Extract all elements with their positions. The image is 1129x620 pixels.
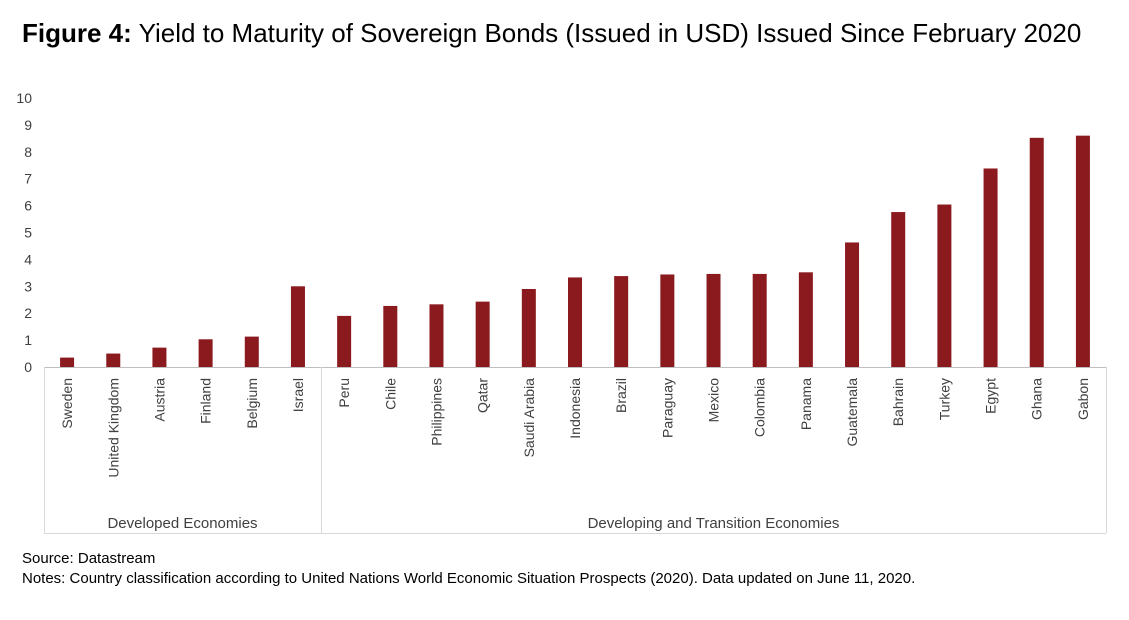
bar: [521, 288, 536, 367]
bar: [798, 272, 813, 367]
bar: [290, 286, 305, 367]
figure-title-text: Yield to Maturity of Sovereign Bonds (Is…: [138, 18, 1082, 48]
figure-label: Figure 4: [22, 18, 124, 48]
figure-title: Figure 4: Yield to Maturity of Sovereign…: [22, 18, 1081, 49]
category-label: United Kingdom: [105, 378, 121, 478]
bar: [60, 357, 75, 367]
category-label: Philippines: [428, 378, 444, 446]
category-label: Indonesia: [567, 378, 583, 439]
chart-footer: Source: Datastream Notes: Country classi…: [22, 549, 915, 589]
category-label: Colombia: [752, 378, 768, 437]
group-label: Developing and Transition Economies: [588, 515, 840, 532]
category-label: Sweden: [59, 378, 75, 429]
category-label: Brazil: [613, 378, 629, 413]
category-label: Peru: [336, 378, 352, 408]
bar: [891, 212, 906, 367]
classification-note: Notes: Country classification according …: [22, 570, 916, 587]
category-label: Mexico: [706, 378, 722, 423]
bar: [845, 242, 860, 367]
y-tick-label: 10: [16, 90, 32, 106]
bar: [383, 305, 398, 367]
bar: [198, 339, 213, 367]
category-label: Gabon: [1075, 378, 1091, 420]
y-tick-label: 3: [24, 278, 32, 294]
y-tick-label: 8: [24, 144, 32, 160]
y-tick-label: 0: [24, 359, 32, 375]
category-label: Bahrain: [890, 378, 906, 426]
category-label: Turkey: [936, 378, 952, 420]
bar: [337, 315, 352, 367]
bar: [106, 353, 121, 367]
bar: [1075, 135, 1090, 367]
source-note: Source: Datastream: [22, 550, 156, 567]
category-label: Finland: [198, 378, 214, 424]
bar-chart: 0 1 2 3 4 5 6 7 8 9 10 Sweden United Kingdom Austria F…: [16, 90, 1107, 534]
y-tick-label: 5: [24, 225, 32, 241]
y-tick-label: 6: [24, 198, 32, 214]
bar: [429, 304, 444, 367]
category-label: Austria: [151, 378, 167, 422]
bar: [706, 273, 721, 367]
bar: [752, 273, 767, 367]
bar: [244, 336, 259, 367]
y-tick-label: 4: [24, 251, 32, 267]
figure-label-separator: :: [123, 18, 132, 48]
category-label: Saudi Arabia: [521, 378, 537, 458]
group-label: Developed Economies: [107, 515, 257, 532]
y-tick-label: 2: [24, 305, 32, 321]
bar: [983, 168, 998, 367]
category-label: Qatar: [475, 378, 491, 413]
bar: [152, 347, 167, 367]
category-label: Belgium: [244, 378, 260, 429]
category-label: Israel: [290, 378, 306, 412]
category-label: Panama: [798, 378, 814, 430]
y-tick-label: 7: [24, 171, 32, 187]
category-label: Paraguay: [659, 378, 675, 438]
bar: [475, 301, 490, 367]
bar: [937, 204, 952, 367]
bar: [568, 277, 582, 367]
bar: [1029, 137, 1044, 367]
category-label: Ghana: [1029, 378, 1045, 420]
bar: [614, 276, 629, 367]
category-label: Chile: [382, 378, 398, 410]
category-label: Guatemala: [844, 378, 860, 447]
bar: [660, 274, 675, 367]
y-tick-label: 1: [24, 332, 32, 348]
category-label: Egypt: [983, 378, 999, 414]
y-tick-label: 9: [24, 117, 32, 133]
